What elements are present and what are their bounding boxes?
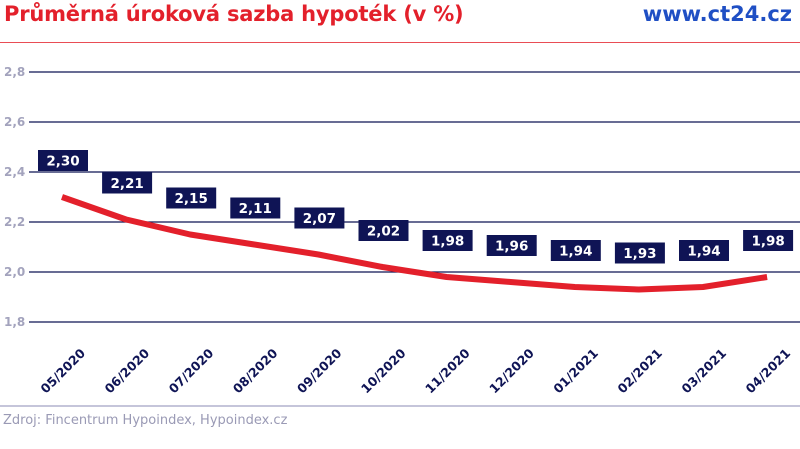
data-label: 2,07 (294, 207, 345, 229)
svg-text:1,94: 1,94 (559, 244, 592, 260)
header-divider (0, 42, 800, 43)
svg-text:2,30: 2,30 (46, 154, 79, 170)
data-label: 2,15 (166, 187, 217, 209)
data-label: 1,93 (614, 242, 665, 264)
x-tick-label: 04/2021 (743, 345, 794, 396)
y-tick-label: 2,0 (4, 265, 25, 279)
svg-text:2,11: 2,11 (239, 201, 272, 217)
x-tick-label: 10/2020 (358, 345, 409, 396)
x-tick-label: 08/2020 (230, 345, 281, 396)
y-tick-label: 2,4 (4, 165, 25, 179)
data-labels: 2,30 2,21 2,15 2,11 2,07 2,02 1,98 1,96 1,94 1,93… (38, 150, 794, 264)
gridlines (29, 71, 800, 323)
data-label: 1,94 (550, 240, 601, 261)
data-label: 2,21 (102, 172, 153, 194)
data-label: 1,98 (422, 230, 473, 251)
data-label: 2,30 (38, 150, 88, 171)
line-chart: 1,8 2,0 2,2 2,4 2,6 2,8 05/2020 06/2020 07/2020… (4, 65, 800, 396)
x-tick-label: 01/2021 (550, 345, 601, 396)
chart-title: Průměrná úroková sazba hypoték (v %) (4, 2, 464, 26)
x-axis: 05/2020 06/2020 07/2020 08/2020 09/2020 10/20… (37, 345, 793, 396)
data-label: 2,11 (230, 197, 281, 219)
data-label: 1,94 (679, 240, 729, 261)
x-tick-label: 09/2020 (294, 345, 345, 396)
x-tick-label: 07/2020 (166, 345, 217, 396)
series-line (61, 194, 768, 293)
brand-link[interactable]: www.ct24.cz (642, 2, 792, 26)
svg-text:1,94: 1,94 (687, 244, 720, 260)
svg-text:2,07: 2,07 (303, 211, 336, 227)
y-tick-label: 2,6 (4, 115, 25, 129)
y-axis: 1,8 2,0 2,2 2,4 2,6 2,8 (4, 65, 25, 329)
data-label: 2,02 (358, 220, 409, 241)
svg-text:1,93: 1,93 (623, 246, 656, 262)
y-tick-label: 2,8 (4, 65, 25, 79)
x-tick-label: 12/2020 (486, 345, 537, 396)
svg-text:1,98: 1,98 (431, 234, 464, 250)
y-tick-label: 2,2 (4, 215, 25, 229)
svg-text:2,21: 2,21 (110, 176, 143, 192)
y-tick-label: 1,8 (4, 315, 25, 329)
svg-text:1,96: 1,96 (495, 239, 528, 255)
x-tick-label: 05/2020 (37, 345, 88, 396)
svg-text:1,98: 1,98 (751, 234, 784, 250)
x-tick-label: 03/2021 (678, 345, 729, 396)
footer-divider (0, 405, 800, 407)
data-label: 1,98 (743, 230, 794, 251)
svg-text:2,02: 2,02 (367, 224, 400, 240)
x-tick-label: 02/2021 (614, 345, 665, 396)
data-label: 1,96 (486, 235, 537, 256)
svg-text:2,15: 2,15 (175, 191, 208, 207)
x-tick-label: 06/2020 (102, 345, 153, 396)
x-tick-label: 11/2020 (422, 345, 473, 396)
source-note: Zdroj: Fincentrum Hypoindex, Hypoindex.c… (3, 413, 288, 428)
